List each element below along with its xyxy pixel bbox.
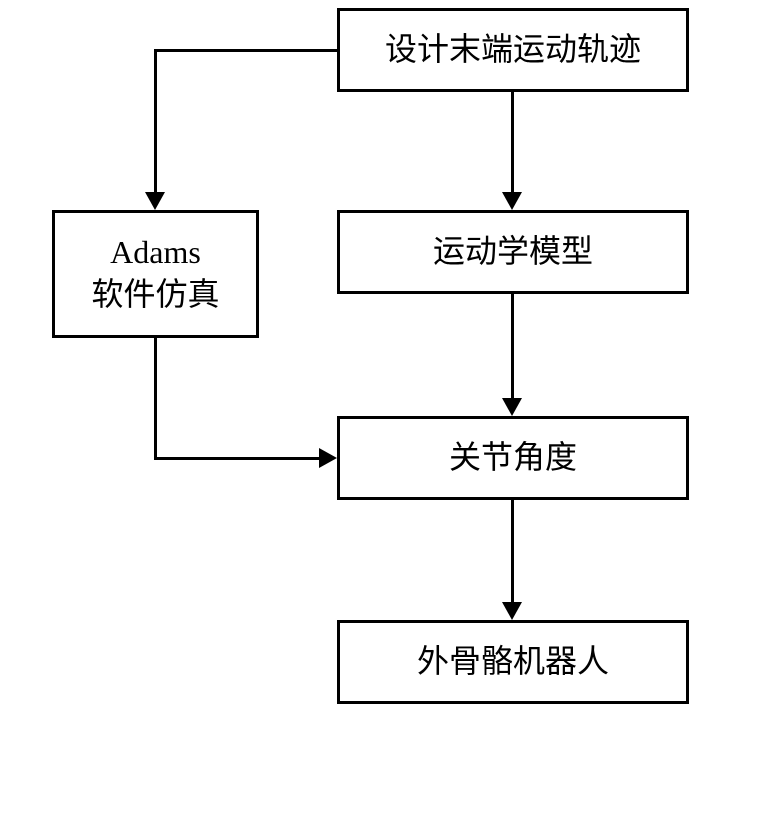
node-label: 运动学模型 bbox=[433, 231, 593, 273]
edge-n3-n4-vertical bbox=[154, 338, 157, 460]
arrow-head-icon bbox=[145, 192, 165, 210]
node-adams-simulation: Adams 软件仿真 bbox=[52, 210, 259, 338]
arrow-head-icon bbox=[319, 448, 337, 468]
node-label: 关节角度 bbox=[449, 437, 577, 479]
edge-n4-n5 bbox=[511, 500, 514, 602]
node-exoskeleton-robot: 外骨骼机器人 bbox=[337, 620, 689, 704]
node-label: 设计末端运动轨迹 bbox=[385, 29, 641, 71]
arrow-head-icon bbox=[502, 398, 522, 416]
edge-n2-n4 bbox=[511, 294, 514, 398]
node-design-trajectory: 设计末端运动轨迹 bbox=[337, 8, 689, 92]
edge-n1-n3-vertical bbox=[154, 49, 157, 192]
edge-n3-n4-horizontal bbox=[154, 457, 319, 460]
arrow-head-icon bbox=[502, 602, 522, 620]
edge-n1-n3-horizontal bbox=[154, 49, 337, 52]
node-joint-angle: 关节角度 bbox=[337, 416, 689, 500]
node-kinematics-model: 运动学模型 bbox=[337, 210, 689, 294]
edge-n1-n2 bbox=[511, 92, 514, 192]
node-label: Adams 软件仿真 bbox=[91, 232, 219, 315]
arrow-head-icon bbox=[502, 192, 522, 210]
node-label: 外骨骼机器人 bbox=[417, 641, 609, 683]
